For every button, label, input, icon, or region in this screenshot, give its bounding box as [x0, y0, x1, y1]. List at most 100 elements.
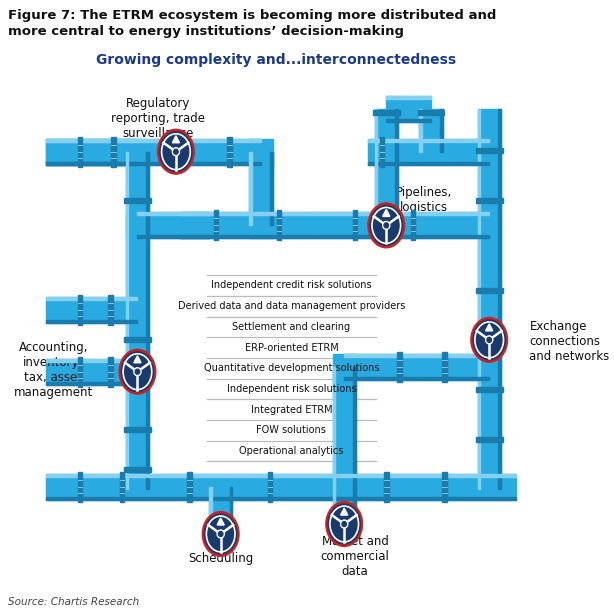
Bar — [344, 354, 489, 379]
Bar — [368, 139, 489, 165]
Text: Pipelines,
logistics: Pipelines, logistics — [396, 186, 452, 215]
Bar — [314, 212, 489, 239]
Bar — [138, 212, 209, 215]
Bar — [181, 212, 314, 215]
Bar — [208, 275, 376, 461]
Bar — [120, 472, 125, 502]
Bar — [46, 474, 516, 500]
Bar — [209, 487, 212, 549]
Bar — [373, 111, 400, 116]
Bar — [108, 295, 113, 325]
Ellipse shape — [328, 504, 360, 544]
Text: FOW solutions: FOW solutions — [257, 426, 326, 435]
Bar — [78, 295, 82, 325]
Bar — [46, 139, 138, 141]
Bar — [386, 119, 431, 122]
Ellipse shape — [473, 320, 505, 360]
Bar — [419, 109, 443, 152]
Circle shape — [217, 530, 224, 538]
Bar — [352, 210, 357, 240]
Bar — [314, 212, 489, 215]
Bar — [418, 111, 445, 116]
Bar — [375, 139, 398, 165]
Text: Independent credit risk solutions: Independent credit risk solutions — [211, 280, 371, 290]
Circle shape — [174, 149, 178, 154]
Text: Source: Chartis Research: Source: Chartis Research — [7, 597, 139, 606]
Text: Accounting,
inventory,
tax, asset
management: Accounting, inventory, tax, asset manage… — [14, 341, 93, 399]
Bar — [397, 352, 402, 382]
Text: Exchange
connections
and networks: Exchange connections and networks — [529, 320, 610, 363]
Bar — [209, 487, 232, 549]
Bar — [46, 162, 138, 165]
Bar — [386, 96, 431, 99]
Ellipse shape — [204, 514, 237, 554]
Ellipse shape — [122, 352, 154, 392]
Circle shape — [384, 223, 389, 228]
Text: Regulatory
reporting, trade
surveillance: Regulatory reporting, trade surveillance — [111, 97, 205, 140]
Bar — [379, 137, 384, 167]
Bar — [46, 162, 261, 165]
Bar — [46, 382, 138, 384]
Bar — [78, 472, 82, 502]
Text: Market and
commercial
data: Market and commercial data — [321, 536, 389, 578]
Bar — [277, 210, 281, 240]
Ellipse shape — [471, 317, 508, 362]
Bar — [181, 212, 314, 239]
Circle shape — [341, 520, 348, 528]
Ellipse shape — [326, 502, 362, 546]
Bar — [419, 109, 422, 152]
Bar — [344, 376, 489, 379]
Circle shape — [219, 531, 223, 536]
Bar — [344, 354, 489, 357]
Bar — [46, 139, 261, 165]
Text: Operational analytics: Operational analytics — [239, 446, 344, 456]
Bar — [124, 198, 151, 203]
Polygon shape — [173, 136, 179, 143]
Bar — [46, 297, 138, 300]
Circle shape — [342, 522, 346, 526]
Bar — [111, 137, 115, 167]
Bar — [46, 359, 138, 362]
Bar — [442, 352, 447, 382]
Bar — [333, 487, 335, 529]
Text: Settlement and clearing: Settlement and clearing — [232, 322, 351, 332]
Bar — [138, 236, 209, 239]
Text: Independent risk solutions: Independent risk solutions — [227, 384, 356, 394]
Ellipse shape — [160, 132, 192, 172]
Ellipse shape — [370, 205, 402, 245]
Bar — [368, 139, 489, 141]
Bar — [442, 472, 447, 502]
Bar — [46, 320, 138, 323]
Bar — [375, 109, 398, 152]
Circle shape — [173, 148, 179, 156]
Text: Quantitative development solutions: Quantitative development solutions — [204, 363, 379, 373]
Bar — [384, 472, 389, 502]
Bar — [498, 109, 501, 489]
Bar — [187, 472, 192, 502]
Bar — [108, 357, 113, 387]
Text: Scheduling: Scheduling — [188, 552, 254, 565]
Bar — [227, 137, 232, 167]
Circle shape — [487, 338, 491, 343]
Bar — [314, 236, 489, 239]
Bar — [476, 198, 503, 203]
Bar — [46, 359, 138, 384]
Bar — [478, 109, 480, 489]
Bar — [146, 152, 149, 489]
Bar — [46, 474, 516, 477]
Ellipse shape — [119, 349, 156, 394]
Bar — [333, 354, 356, 379]
Ellipse shape — [203, 512, 239, 557]
Bar — [333, 367, 356, 489]
Bar — [249, 152, 252, 225]
Bar — [333, 487, 356, 529]
Polygon shape — [486, 324, 493, 331]
Circle shape — [486, 336, 493, 344]
Ellipse shape — [158, 129, 194, 174]
Bar — [333, 367, 335, 489]
Bar — [214, 210, 219, 240]
Bar — [126, 152, 128, 489]
Bar — [78, 137, 82, 167]
Text: Derived data and data management providers: Derived data and data management provide… — [177, 301, 405, 311]
Bar — [270, 152, 273, 225]
